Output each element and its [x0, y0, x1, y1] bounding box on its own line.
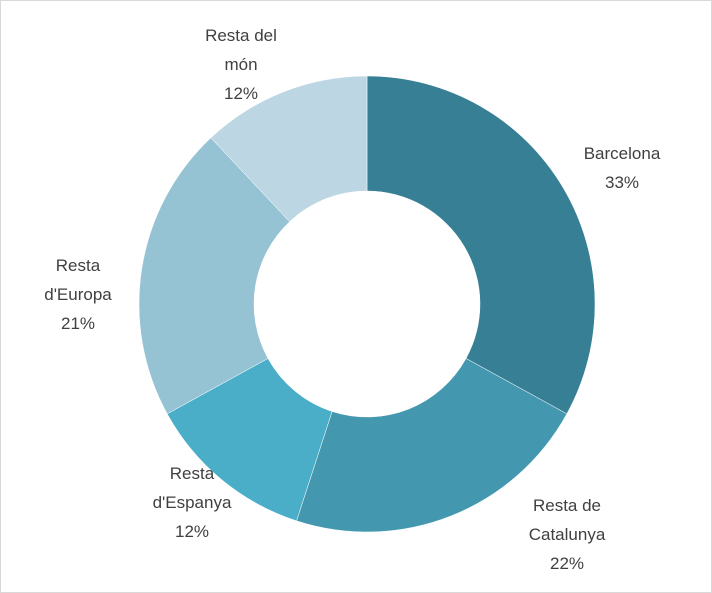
category-label: Barcelona: [583, 144, 661, 163]
data-label: Resta d'Espanya 12%: [142, 459, 242, 546]
category-label: Resta d'Europa: [44, 256, 112, 304]
value-label: 22%: [549, 554, 585, 573]
data-label: Resta de Catalunya 22%: [517, 491, 617, 578]
value-label: 12%: [223, 84, 259, 103]
category-label: Resta del món: [205, 26, 277, 74]
value-label: 33%: [604, 173, 640, 192]
donut-slice: [296, 358, 568, 533]
data-label: Barcelona 33%: [572, 139, 672, 197]
category-label: Resta de Catalunya: [528, 496, 606, 544]
donut-slice: [366, 75, 596, 415]
value-label: 12%: [174, 522, 210, 541]
data-label: Resta del món 12%: [191, 21, 291, 108]
donut-slice: [210, 75, 368, 222]
donut-slice: [138, 137, 290, 415]
value-label: 21%: [60, 314, 96, 333]
category-label: Resta d'Espanya: [152, 464, 232, 512]
data-label: Resta d'Europa 21%: [28, 251, 128, 338]
